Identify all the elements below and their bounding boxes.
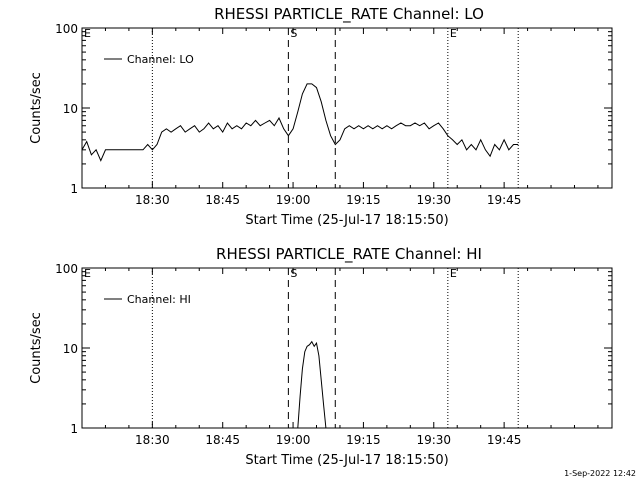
marker-label: E [450, 267, 457, 280]
x-tick-label: 19:45 [487, 433, 522, 447]
legend-label: Channel: LO [127, 53, 194, 66]
series-layer [81, 83, 519, 162]
legend-label: Channel: HI [127, 293, 191, 306]
marker-label: E [450, 27, 457, 40]
legend: Channel: HI [104, 293, 191, 306]
x-tick-label: 19:30 [416, 193, 451, 207]
x-tick-label: 18:45 [205, 433, 240, 447]
x-axis-label: Start Time (25-Jul-17 18:15:50) [245, 213, 448, 228]
marker-label: E [84, 27, 91, 40]
series-line [297, 340, 327, 429]
x-tick-label: 19:00 [276, 193, 311, 207]
marker-label: S [290, 27, 297, 40]
y-tick-label: 10 [63, 342, 78, 356]
x-tick-label: 19:15 [346, 433, 381, 447]
y-tick-label: 1 [70, 422, 78, 436]
x-tick-label: 19:30 [416, 433, 451, 447]
chart-title: RHESSI PARTICLE_RATE Channel: LO [214, 5, 484, 24]
y-axis-label: Counts/sec [29, 72, 44, 144]
x-tick-label: 19:45 [487, 193, 522, 207]
marker-label: E [84, 267, 91, 280]
marker-label: S [290, 267, 297, 280]
panel-channel-hi: RHESSI PARTICLE_RATE Channel: HI Counts/… [29, 245, 613, 468]
footer-timestamp: 1-Sep-2022 12:42 [564, 469, 636, 478]
x-tick-label: 18:30 [135, 193, 170, 207]
series-layer [297, 340, 327, 429]
x-tick-label: 18:45 [205, 193, 240, 207]
chart-title: RHESSI PARTICLE_RATE Channel: HI [216, 245, 482, 264]
x-tick-label: 19:00 [276, 433, 311, 447]
y-axis-label: Counts/sec [29, 312, 44, 384]
legend: Channel: LO [104, 53, 194, 66]
x-tick-label: 19:15 [346, 193, 381, 207]
x-axis-label: Start Time (25-Jul-17 18:15:50) [245, 453, 448, 468]
y-tick-label: 10 [63, 102, 78, 116]
y-tick-label: 100 [55, 22, 78, 36]
plot-frame [81, 27, 613, 189]
x-tick-label: 18:30 [135, 433, 170, 447]
tick-layer: 18:30 18:45 19:00 19:15 19:30 19:45 1 10 100 [55, 22, 612, 207]
y-tick-label: 1 [70, 182, 78, 196]
tick-layer: 18:30 18:45 19:00 19:15 19:30 19:45 1 10 100 [55, 262, 612, 447]
y-tick-label: 100 [55, 262, 78, 276]
panel-channel-lo: RHESSI PARTICLE_RATE Channel: LO Counts/… [29, 5, 613, 228]
plot-frame [81, 267, 613, 429]
series-line [81, 83, 519, 162]
